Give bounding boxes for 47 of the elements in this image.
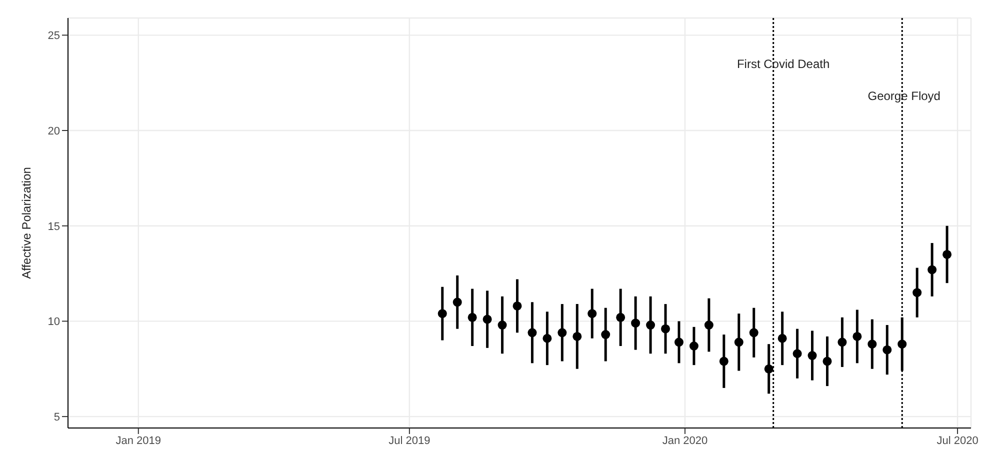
y-tick-label: 5 [54, 411, 60, 424]
point [661, 324, 670, 334]
point [512, 301, 522, 310]
point [808, 351, 817, 360]
point [631, 318, 640, 328]
point [616, 312, 626, 322]
point [438, 309, 447, 318]
ref-line-label: George Floyd [868, 89, 940, 103]
point [646, 320, 656, 330]
y-axis-title: Affective Polarization [19, 167, 34, 279]
x-tick-label: Jul 2020 [936, 434, 978, 447]
y-tick-label: 25 [48, 30, 60, 42]
point [704, 320, 714, 330]
point [572, 332, 582, 341]
x-tick-label: Jan 2020 [662, 434, 708, 447]
ref-line-label: First Covid Death [736, 57, 830, 71]
point [822, 356, 832, 366]
point [468, 312, 477, 322]
point [898, 340, 907, 349]
point [601, 330, 610, 340]
point [588, 309, 597, 318]
point [674, 338, 684, 347]
point [928, 265, 937, 274]
point [498, 320, 507, 330]
point [734, 338, 744, 347]
point [882, 345, 892, 354]
point [838, 338, 847, 347]
point [542, 334, 552, 343]
y-tick-label: 20 [48, 125, 60, 138]
point [452, 298, 462, 307]
point [558, 328, 567, 338]
y-tick-label: 15 [48, 220, 60, 233]
point [749, 328, 758, 338]
point [719, 356, 728, 366]
point [482, 314, 492, 324]
point [912, 288, 922, 298]
point [764, 364, 774, 374]
point [942, 250, 952, 259]
y-tick-label: 10 [48, 316, 60, 328]
point [792, 349, 802, 358]
point [868, 340, 877, 349]
point [778, 334, 787, 343]
point [689, 342, 698, 350]
x-tick-label: Jan 2019 [116, 434, 162, 447]
point [852, 332, 862, 341]
x-tick-label: Jul 2019 [388, 434, 430, 447]
point [528, 328, 537, 338]
